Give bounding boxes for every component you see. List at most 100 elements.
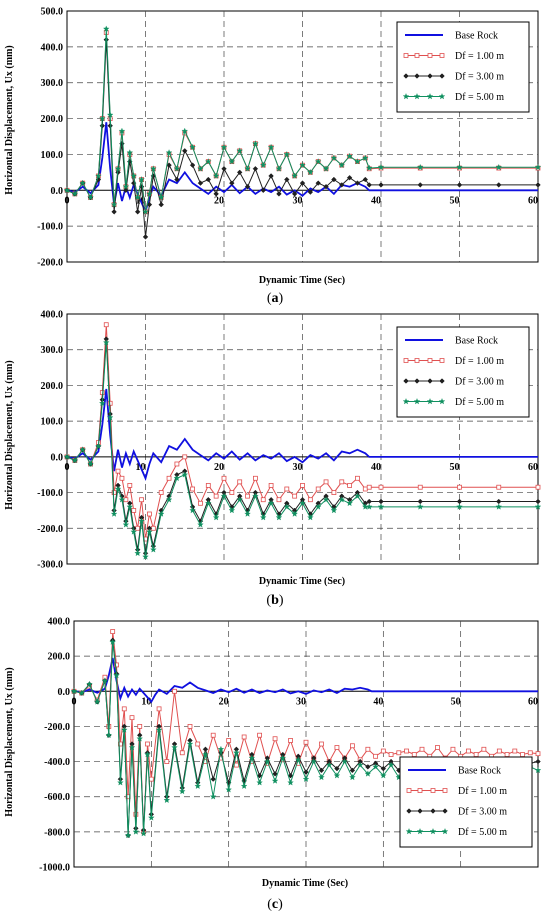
data-point xyxy=(338,496,345,503)
data-point xyxy=(322,496,330,503)
data-point xyxy=(288,738,293,743)
y-tick-label: 0.0 xyxy=(51,186,64,197)
x-tick-label: 20 xyxy=(219,696,229,707)
data-point xyxy=(284,176,290,183)
legend-label: Df = 1.00 m xyxy=(455,51,504,62)
data-point xyxy=(439,53,445,58)
data-point xyxy=(260,514,267,521)
x-tick-label: 20 xyxy=(214,462,224,473)
panel-caption-letter: b xyxy=(271,593,279,608)
data-point xyxy=(403,73,409,79)
x-tick-label: 30 xyxy=(293,195,303,206)
data-point xyxy=(173,474,181,482)
data-point xyxy=(414,378,420,384)
data-point xyxy=(496,748,502,754)
data-point xyxy=(126,149,134,156)
y-tick-label: -800.0 xyxy=(44,827,70,838)
data-point xyxy=(334,765,340,772)
data-point xyxy=(380,748,386,754)
data-point xyxy=(403,358,409,363)
data-point xyxy=(71,457,79,464)
data-point xyxy=(426,398,434,405)
legend-label: Df = 1.00 m xyxy=(455,356,504,367)
data-point xyxy=(197,521,204,528)
data-point xyxy=(307,497,313,503)
data-point xyxy=(349,743,355,749)
data-point xyxy=(198,500,203,506)
data-point xyxy=(113,672,120,679)
chart-panel-b: Horizontal Displacement, Ux (mm) Dynamic… xyxy=(4,310,542,608)
data-point xyxy=(210,776,216,782)
data-point xyxy=(197,165,204,172)
data-point xyxy=(380,772,387,779)
y-tick-label: 100.0 xyxy=(41,417,64,428)
data-point xyxy=(221,475,227,481)
x-tick-label: 50 xyxy=(451,696,461,707)
data-point xyxy=(527,750,533,756)
legend-label: Base Rock xyxy=(458,766,501,777)
data-point xyxy=(365,746,371,752)
data-point xyxy=(130,528,137,535)
y-tick-label: 400.0 xyxy=(41,42,64,53)
data-point xyxy=(99,122,106,129)
data-point xyxy=(122,183,130,190)
data-point xyxy=(417,484,423,490)
data-point xyxy=(194,782,201,789)
data-point xyxy=(205,158,212,165)
data-point xyxy=(268,173,274,179)
y-tick-label: 500.0 xyxy=(41,7,64,18)
data-point xyxy=(114,662,119,668)
data-point xyxy=(307,189,314,195)
data-point xyxy=(346,499,353,507)
data-point xyxy=(106,111,114,118)
data-point xyxy=(354,180,361,186)
data-point xyxy=(438,93,446,100)
x-tick-label: 50 xyxy=(450,195,460,206)
data-point xyxy=(252,140,259,147)
data-point xyxy=(405,828,413,835)
legend-label: Df = 5.00 m xyxy=(455,397,504,408)
data-point xyxy=(323,183,329,190)
data-point xyxy=(210,732,216,738)
data-point xyxy=(429,828,437,835)
data-point xyxy=(236,496,243,503)
data-point xyxy=(248,754,256,761)
data-point xyxy=(260,187,267,194)
data-point xyxy=(473,752,479,757)
data-point xyxy=(236,169,243,176)
x-tick-label: 60 xyxy=(528,696,538,707)
data-point xyxy=(302,775,310,782)
data-point xyxy=(110,629,116,634)
data-point xyxy=(414,358,420,363)
data-point xyxy=(354,492,361,499)
data-point xyxy=(411,752,417,757)
data-point xyxy=(439,378,445,384)
data-point xyxy=(427,53,433,58)
data-point xyxy=(103,339,110,346)
data-point xyxy=(139,497,144,503)
series-df-5-00-m xyxy=(63,339,542,560)
series-line xyxy=(66,342,538,557)
data-point xyxy=(334,745,340,750)
data-point xyxy=(414,53,420,58)
data-point xyxy=(212,514,220,521)
data-point xyxy=(441,828,449,835)
data-point xyxy=(150,165,157,172)
data-point xyxy=(164,759,170,764)
data-point xyxy=(93,698,101,705)
panel-caption-letter: a xyxy=(272,291,279,305)
data-point xyxy=(79,179,86,186)
data-point xyxy=(330,507,338,514)
data-point xyxy=(220,143,228,151)
data-point xyxy=(403,378,409,384)
data-point xyxy=(87,194,94,201)
panel-caption-letter: c xyxy=(272,897,278,912)
data-point xyxy=(130,172,137,179)
data-point xyxy=(103,322,109,328)
data-point xyxy=(87,460,94,467)
data-point xyxy=(174,176,180,183)
x-tick-label: 30 xyxy=(296,696,306,707)
data-point xyxy=(122,521,130,528)
data-point xyxy=(99,115,106,122)
data-point xyxy=(456,182,463,188)
